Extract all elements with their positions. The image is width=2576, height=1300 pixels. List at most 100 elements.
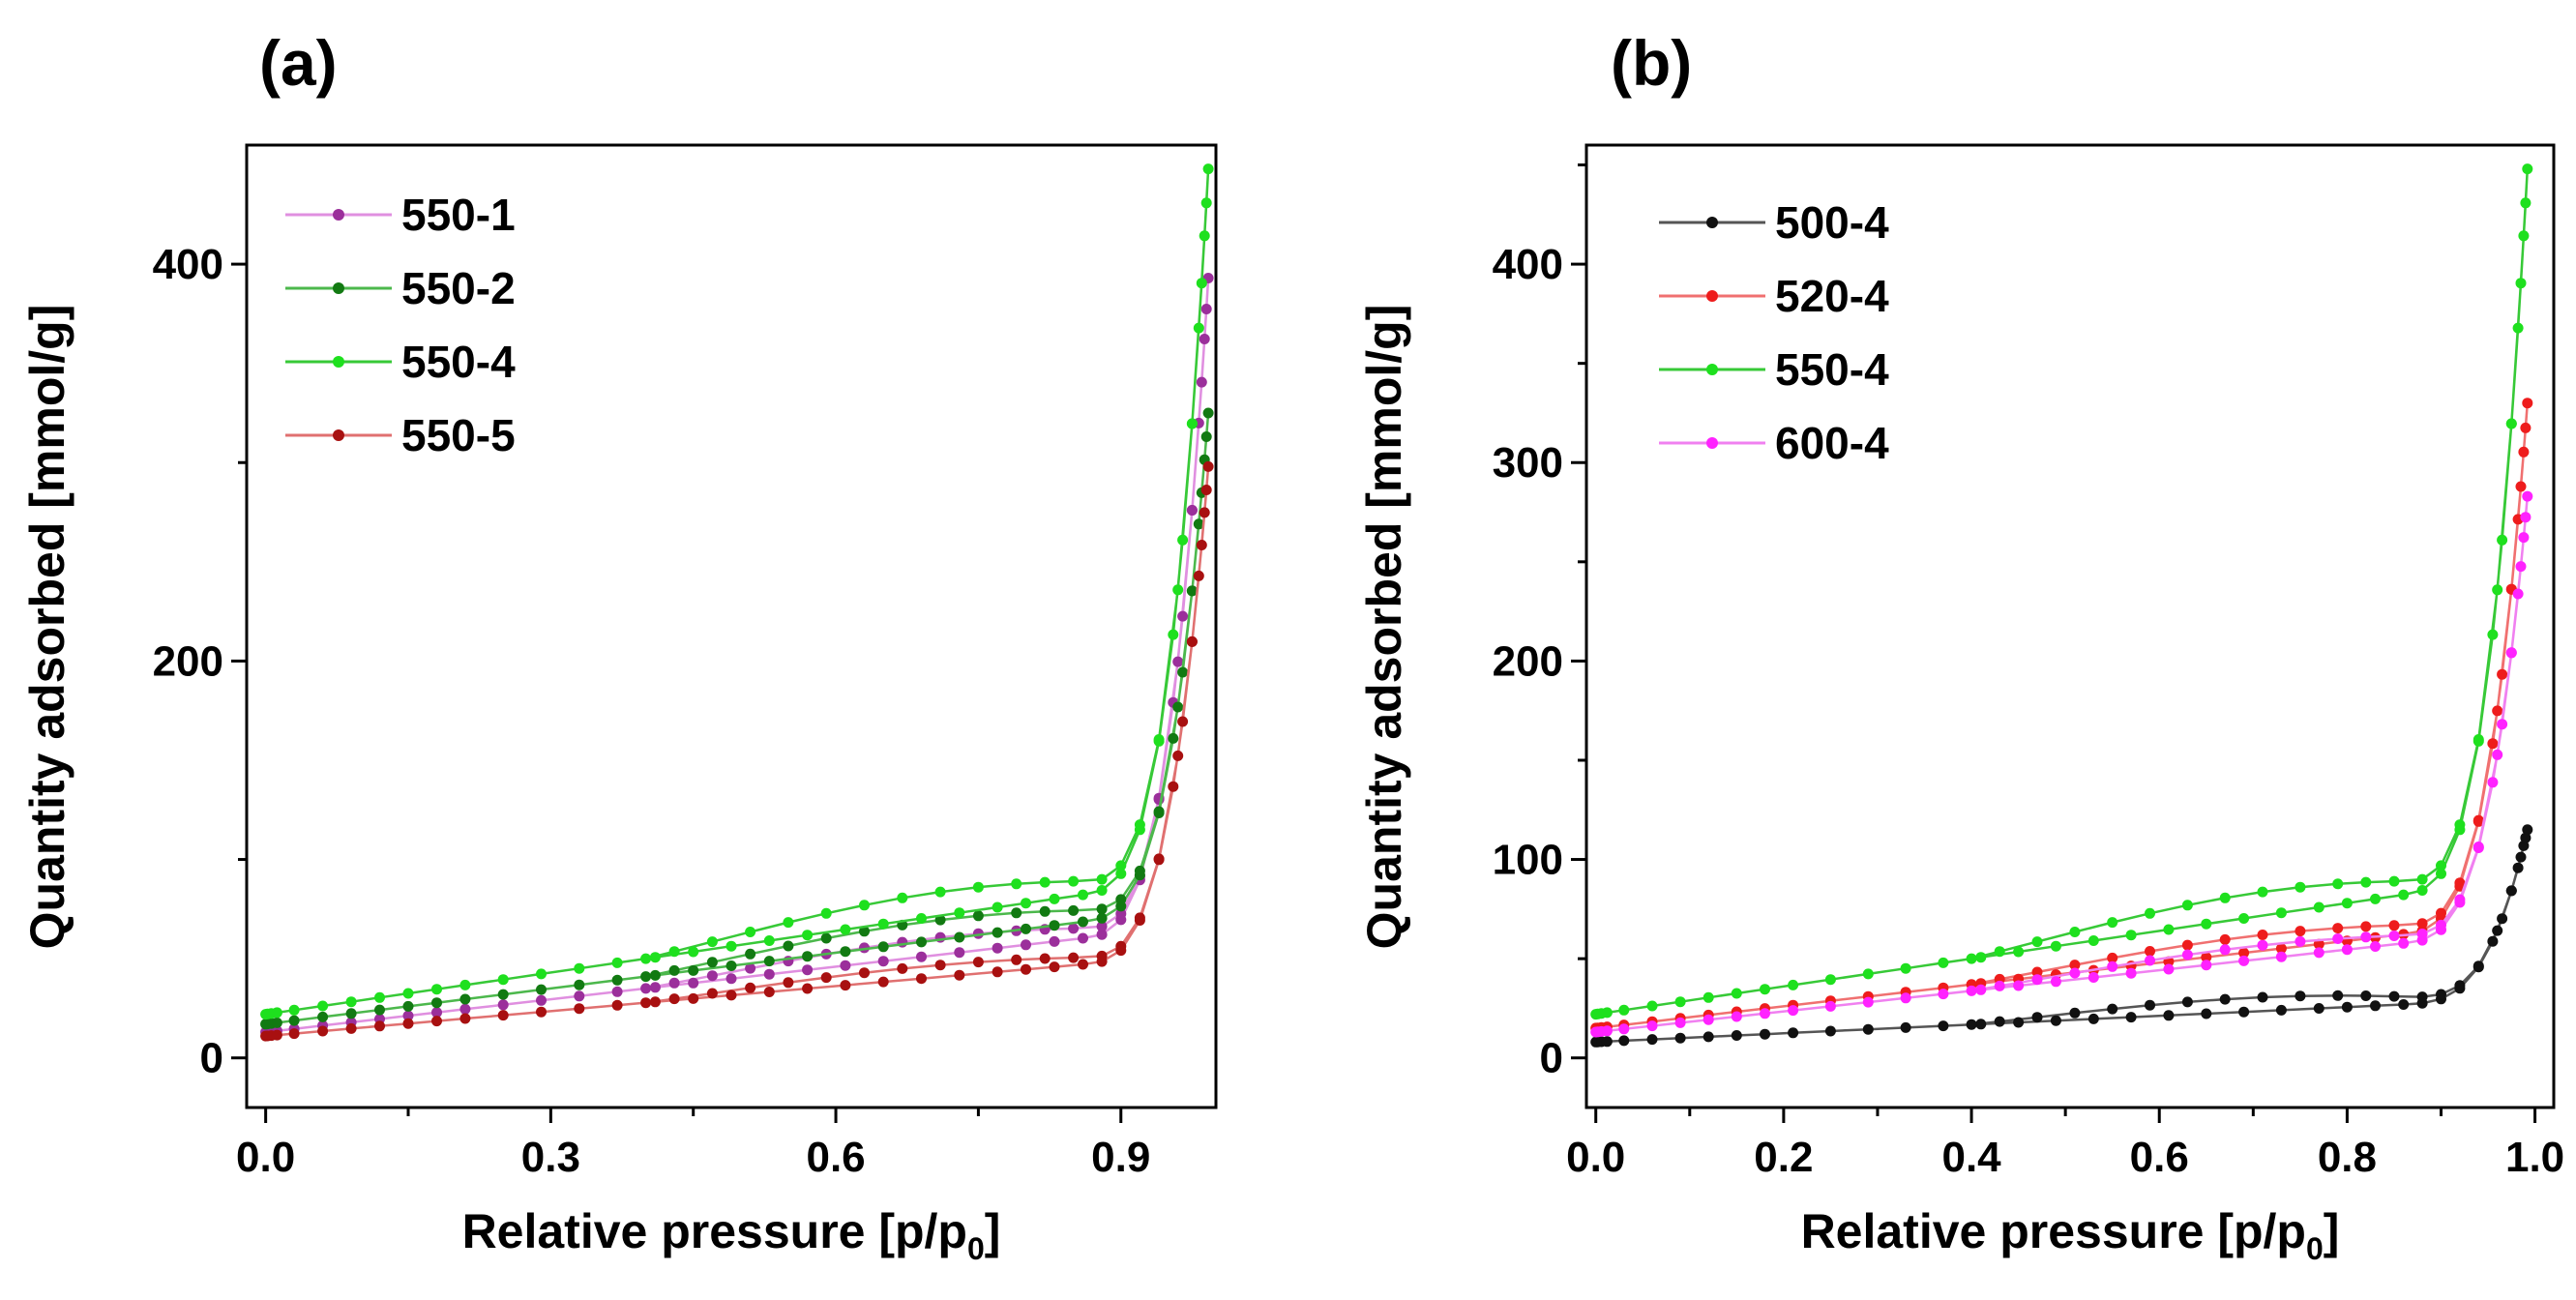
data-point: [706, 957, 718, 968]
data-point: [1199, 507, 1210, 518]
legend-label: 600-4: [1775, 418, 1889, 468]
data-point: [271, 1029, 282, 1041]
panel-b-plot-frame: [1584, 143, 2556, 1109]
data-point: [1011, 878, 1022, 890]
data-point: [992, 966, 1003, 978]
data-point: [1196, 376, 1207, 388]
data-point: [611, 957, 623, 968]
data-point: [2238, 955, 2250, 966]
data-point: [431, 1016, 442, 1027]
data-point: [2388, 920, 2400, 931]
data-point: [2487, 738, 2499, 750]
data-point: [1202, 163, 1214, 175]
series-line: [265, 412, 1210, 1026]
data-point: [2360, 931, 2372, 943]
data-point: [2069, 967, 2081, 979]
data-point: [345, 1022, 357, 1034]
data-point: [1731, 1030, 1742, 1041]
data-point: [2370, 1000, 2381, 1012]
data-point: [2492, 584, 2503, 596]
panel-b-legend: 500-4 520-4 550-4 600-4: [1659, 197, 1889, 468]
data-point: [2295, 990, 2306, 1002]
y-tick-label: 200: [153, 637, 223, 685]
data-point: [402, 988, 414, 999]
data-point: [2107, 960, 2118, 972]
data-point: [763, 956, 775, 967]
data-point: [1900, 992, 1911, 1004]
data-point: [1078, 889, 1088, 901]
data-point: [1068, 952, 1080, 963]
data-point: [668, 946, 680, 958]
data-point: [2515, 561, 2527, 573]
data-point: [1049, 893, 1060, 904]
data-point: [2201, 918, 2212, 930]
data-point: [2181, 900, 2193, 911]
data-point: [2416, 929, 2428, 939]
data-point: [574, 990, 585, 1002]
data-point: [668, 977, 680, 989]
data-point: [1601, 1007, 1613, 1019]
data-point: [640, 971, 652, 983]
data-point: [2512, 322, 2524, 334]
data-point: [2219, 993, 2231, 1005]
data-point: [859, 900, 870, 911]
data-point: [2125, 930, 2137, 941]
data-point: [536, 968, 547, 980]
data-point: [1039, 953, 1051, 964]
panel-a-label: (a): [259, 27, 338, 99]
data-point: [1177, 716, 1189, 727]
data-point: [1193, 518, 1204, 530]
data-point: [2522, 398, 2533, 409]
data-point: [459, 1013, 471, 1024]
data-point: [2013, 946, 2025, 958]
data-point: [934, 960, 946, 971]
data-point: [783, 917, 794, 929]
data-point: [745, 982, 756, 993]
data-point: [1646, 1000, 1658, 1012]
data-point: [345, 996, 357, 1008]
data-point: [2181, 949, 2193, 960]
data-point: [1172, 750, 1184, 761]
data-point: [1011, 907, 1022, 919]
data-point: [1200, 197, 1212, 209]
data-point: [802, 983, 814, 994]
legend-item-550-1: 550-1: [285, 190, 516, 240]
x-tick-label: 0.6: [806, 1134, 865, 1181]
data-point: [1078, 932, 1088, 944]
data-point: [459, 979, 471, 990]
data-point: [2436, 919, 2446, 931]
series-550-4: [1590, 163, 2533, 1020]
legend-label: 500-4: [1775, 197, 1889, 248]
x-tick-label: 0.2: [1754, 1134, 1813, 1181]
series-520-4: [1590, 398, 2533, 1034]
data-point: [763, 935, 775, 946]
legend-item-550-4: 550-4: [285, 337, 516, 387]
data-point: [1049, 961, 1060, 973]
data-point: [2107, 952, 2118, 963]
legend-marker: [333, 429, 344, 441]
data-point: [1196, 540, 1207, 550]
data-point: [1096, 873, 1108, 885]
data-point: [954, 931, 965, 943]
data-point: [2520, 832, 2532, 843]
data-point: [2257, 991, 2268, 1003]
data-point: [840, 924, 851, 935]
data-point: [431, 984, 442, 995]
x-tick-label: 0.9: [1091, 1134, 1150, 1181]
data-point: [1731, 1011, 1742, 1022]
data-point: [2370, 893, 2381, 904]
data-point: [820, 972, 832, 984]
data-point: [1115, 940, 1127, 952]
data-point: [2497, 668, 2508, 680]
data-point: [1172, 701, 1184, 713]
x-tick-label: 0.4: [1941, 1134, 2001, 1181]
data-point: [859, 967, 870, 979]
data-point: [402, 1010, 414, 1021]
data-point: [840, 980, 851, 991]
data-point: [1193, 570, 1204, 581]
data-point: [954, 947, 965, 959]
data-point: [459, 1003, 471, 1015]
data-point: [2360, 990, 2372, 1001]
y-tick-label: 100: [1493, 837, 1563, 884]
